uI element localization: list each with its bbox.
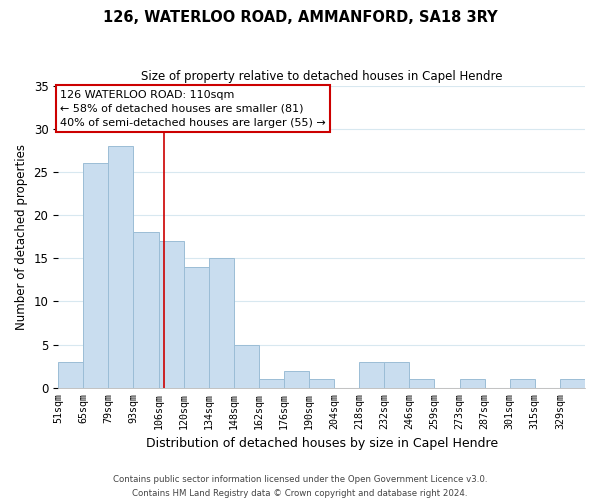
Text: Contains public sector information licensed under the Open Government Licence v3: Contains public sector information licen… bbox=[113, 476, 487, 498]
Bar bbox=[209, 258, 234, 388]
Bar bbox=[83, 164, 109, 388]
Bar bbox=[359, 362, 384, 388]
Bar bbox=[384, 362, 409, 388]
Bar bbox=[58, 362, 83, 388]
Bar bbox=[184, 267, 209, 388]
Title: Size of property relative to detached houses in Capel Hendre: Size of property relative to detached ho… bbox=[141, 70, 502, 83]
Bar bbox=[109, 146, 133, 388]
Bar bbox=[409, 379, 434, 388]
Bar bbox=[560, 379, 585, 388]
Bar bbox=[259, 379, 284, 388]
Bar bbox=[460, 379, 485, 388]
Bar bbox=[158, 241, 184, 388]
Bar bbox=[510, 379, 535, 388]
Text: 126 WATERLOO ROAD: 110sqm
← 58% of detached houses are smaller (81)
40% of semi-: 126 WATERLOO ROAD: 110sqm ← 58% of detac… bbox=[60, 90, 326, 128]
Y-axis label: Number of detached properties: Number of detached properties bbox=[15, 144, 28, 330]
Bar bbox=[133, 232, 158, 388]
Bar bbox=[284, 370, 309, 388]
Text: 126, WATERLOO ROAD, AMMANFORD, SA18 3RY: 126, WATERLOO ROAD, AMMANFORD, SA18 3RY bbox=[103, 10, 497, 25]
Bar bbox=[309, 379, 334, 388]
Bar bbox=[234, 344, 259, 388]
X-axis label: Distribution of detached houses by size in Capel Hendre: Distribution of detached houses by size … bbox=[146, 437, 497, 450]
